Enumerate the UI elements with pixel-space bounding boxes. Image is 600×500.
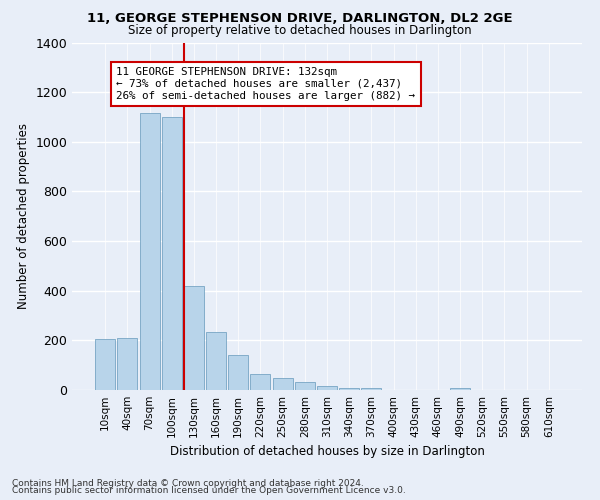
Bar	[184, 286, 204, 390]
Text: Contains public sector information licensed under the Open Government Licence v3: Contains public sector information licen…	[12, 486, 406, 495]
Bar	[317, 386, 337, 390]
Text: 11, GEORGE STEPHENSON DRIVE, DARLINGTON, DL2 2GE: 11, GEORGE STEPHENSON DRIVE, DARLINGTON,…	[87, 12, 513, 26]
Text: Size of property relative to detached houses in Darlington: Size of property relative to detached ho…	[128, 24, 472, 37]
X-axis label: Distribution of detached houses by size in Darlington: Distribution of detached houses by size …	[170, 445, 484, 458]
Bar	[118, 338, 137, 390]
Bar	[228, 355, 248, 390]
Text: 11 GEORGE STEPHENSON DRIVE: 132sqm
← 73% of detached houses are smaller (2,437)
: 11 GEORGE STEPHENSON DRIVE: 132sqm ← 73%…	[116, 68, 415, 100]
Bar	[162, 117, 182, 390]
Bar	[339, 388, 359, 390]
Bar	[361, 388, 382, 390]
Bar	[450, 388, 470, 390]
Bar	[95, 339, 115, 390]
Bar	[140, 113, 160, 390]
Bar	[250, 374, 271, 390]
Bar	[272, 378, 293, 390]
Text: Contains HM Land Registry data © Crown copyright and database right 2024.: Contains HM Land Registry data © Crown c…	[12, 478, 364, 488]
Bar	[295, 382, 315, 390]
Y-axis label: Number of detached properties: Number of detached properties	[17, 123, 30, 309]
Bar	[206, 332, 226, 390]
